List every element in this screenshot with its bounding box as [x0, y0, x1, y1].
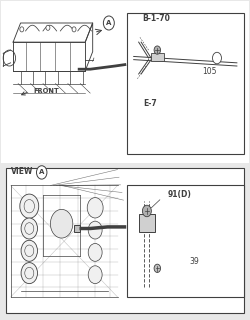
Text: B-1-70: B-1-70 — [142, 14, 170, 23]
Text: 105: 105 — [202, 67, 216, 76]
Text: A: A — [39, 169, 44, 175]
Circle shape — [36, 166, 47, 179]
Circle shape — [142, 205, 151, 217]
Circle shape — [72, 27, 76, 32]
Bar — [1, 1, 249, 163]
Circle shape — [88, 221, 102, 239]
Circle shape — [212, 52, 222, 64]
Text: 39: 39 — [190, 257, 200, 266]
Text: FRONT: FRONT — [33, 88, 59, 94]
Circle shape — [21, 218, 38, 239]
Circle shape — [88, 266, 102, 284]
Circle shape — [46, 25, 50, 30]
Circle shape — [87, 197, 103, 218]
Text: VIEW: VIEW — [11, 167, 33, 176]
Bar — [128, 186, 244, 297]
Text: A: A — [106, 20, 112, 26]
Circle shape — [88, 244, 102, 261]
Bar — [128, 13, 244, 154]
Text: 91(D): 91(D) — [167, 190, 191, 199]
Circle shape — [20, 27, 24, 32]
Circle shape — [21, 263, 38, 284]
Circle shape — [154, 46, 160, 54]
Bar — [151, 53, 164, 61]
Bar — [74, 225, 80, 232]
Bar — [139, 214, 155, 232]
Circle shape — [154, 264, 160, 272]
Circle shape — [21, 240, 38, 261]
Circle shape — [103, 16, 114, 30]
Bar — [6, 168, 244, 313]
Circle shape — [50, 209, 73, 238]
Text: E-7: E-7 — [144, 99, 158, 108]
Circle shape — [20, 194, 39, 218]
